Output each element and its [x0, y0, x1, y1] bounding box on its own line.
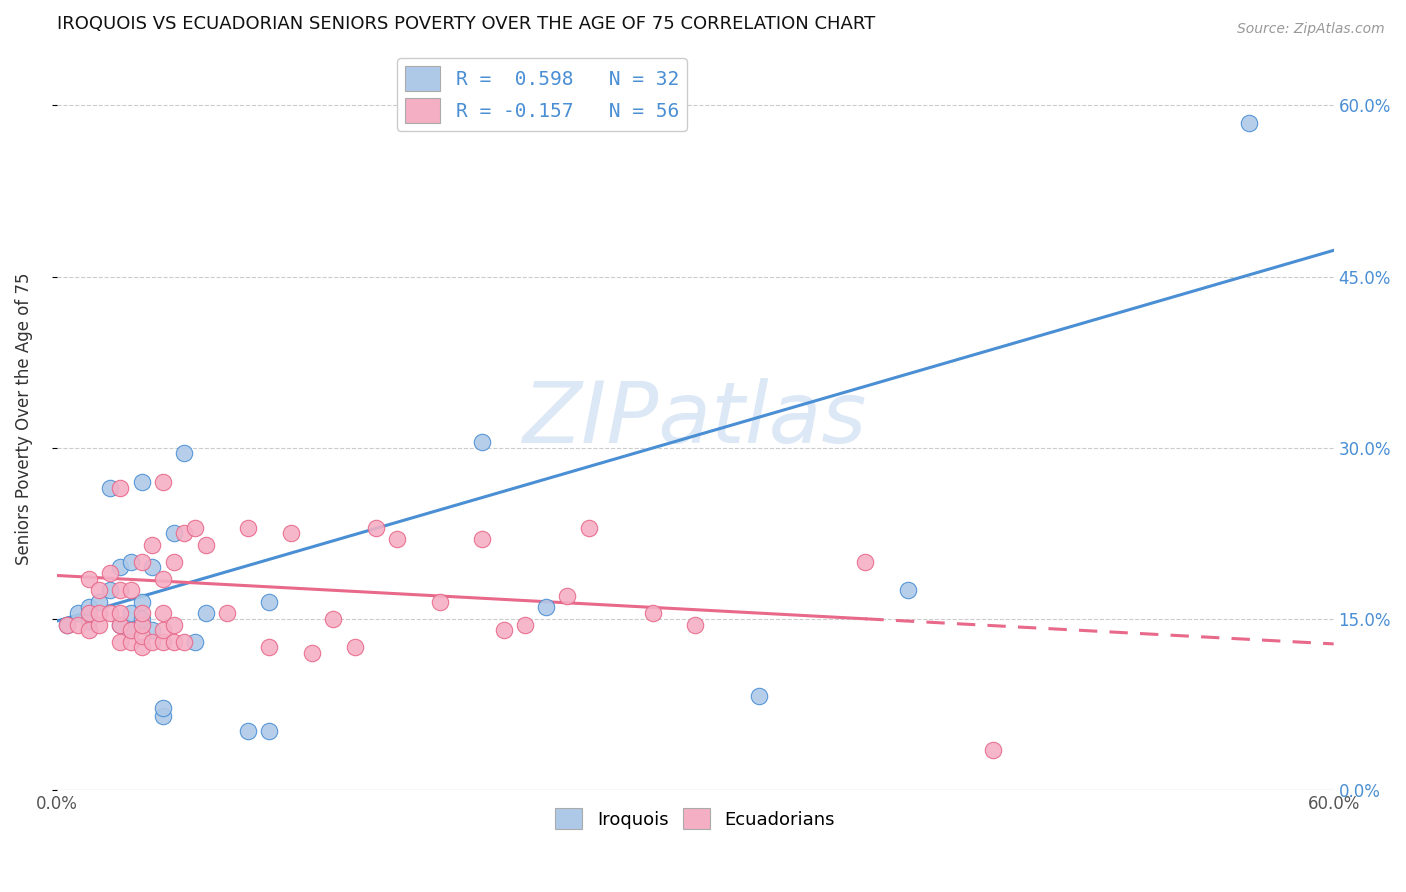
Point: [89, 617, 111, 632]
Point: [152, 606, 174, 620]
Legend: Iroquois, Ecuadorians: Iroquois, Ecuadorians: [548, 801, 842, 837]
Point: [163, 634, 186, 648]
Point: [66, 617, 89, 632]
Point: [120, 555, 142, 569]
Point: [131, 555, 153, 569]
Point: [89, 595, 111, 609]
Point: [280, 526, 302, 541]
Point: [141, 624, 163, 638]
Point: [641, 606, 664, 620]
Point: [855, 555, 877, 569]
Point: [141, 634, 163, 648]
Point: [259, 595, 281, 609]
Point: [163, 617, 186, 632]
Point: [77, 624, 100, 638]
Point: [173, 446, 195, 460]
Point: [557, 589, 579, 603]
Point: [131, 595, 153, 609]
Point: [748, 690, 770, 704]
Point: [131, 475, 153, 489]
Point: [66, 606, 89, 620]
Point: [152, 624, 174, 638]
Point: [897, 583, 920, 598]
Point: [1237, 115, 1260, 129]
Point: [120, 634, 142, 648]
Text: ZIPatlas: ZIPatlas: [523, 377, 868, 460]
Point: [110, 617, 132, 632]
Point: [471, 532, 494, 546]
Point: [98, 606, 121, 620]
Point: [56, 617, 79, 632]
Point: [471, 435, 494, 450]
Point: [683, 617, 706, 632]
Point: [120, 624, 142, 638]
Point: [77, 614, 100, 628]
Point: [513, 617, 536, 632]
Point: [77, 606, 100, 620]
Point: [131, 629, 153, 643]
Point: [120, 583, 142, 598]
Point: [534, 600, 557, 615]
Point: [110, 560, 132, 574]
Point: [98, 583, 121, 598]
Point: [215, 606, 238, 620]
Point: [173, 634, 195, 648]
Point: [238, 723, 260, 738]
Point: [981, 743, 1004, 757]
Point: [141, 538, 163, 552]
Point: [184, 634, 207, 648]
Point: [110, 634, 132, 648]
Point: [238, 520, 260, 534]
Point: [89, 583, 111, 598]
Point: [110, 481, 132, 495]
Point: [152, 708, 174, 723]
Point: [131, 606, 153, 620]
Point: [131, 617, 153, 632]
Y-axis label: Seniors Poverty Over the Age of 75: Seniors Poverty Over the Age of 75: [15, 273, 32, 566]
Point: [301, 646, 323, 660]
Point: [77, 600, 100, 615]
Point: [184, 520, 207, 534]
Point: [110, 617, 132, 632]
Point: [343, 640, 366, 655]
Point: [385, 532, 408, 546]
Text: IROQUOIS VS ECUADORIAN SENIORS POVERTY OVER THE AGE OF 75 CORRELATION CHART: IROQUOIS VS ECUADORIAN SENIORS POVERTY O…: [56, 15, 875, 33]
Point: [89, 606, 111, 620]
Point: [152, 475, 174, 489]
Point: [131, 617, 153, 632]
Point: [110, 583, 132, 598]
Point: [364, 520, 387, 534]
Point: [163, 526, 186, 541]
Point: [152, 700, 174, 714]
Point: [56, 617, 79, 632]
Point: [429, 595, 451, 609]
Point: [120, 606, 142, 620]
Point: [110, 606, 132, 620]
Point: [194, 538, 217, 552]
Point: [152, 572, 174, 586]
Point: [141, 560, 163, 574]
Point: [98, 481, 121, 495]
Text: Source: ZipAtlas.com: Source: ZipAtlas.com: [1237, 22, 1385, 37]
Point: [259, 723, 281, 738]
Point: [492, 624, 515, 638]
Point: [163, 555, 186, 569]
Point: [77, 572, 100, 586]
Point: [322, 612, 344, 626]
Point: [131, 612, 153, 626]
Point: [578, 520, 600, 534]
Point: [152, 634, 174, 648]
Point: [131, 640, 153, 655]
Point: [120, 624, 142, 638]
Point: [98, 566, 121, 581]
Point: [259, 640, 281, 655]
Point: [173, 526, 195, 541]
Point: [194, 606, 217, 620]
